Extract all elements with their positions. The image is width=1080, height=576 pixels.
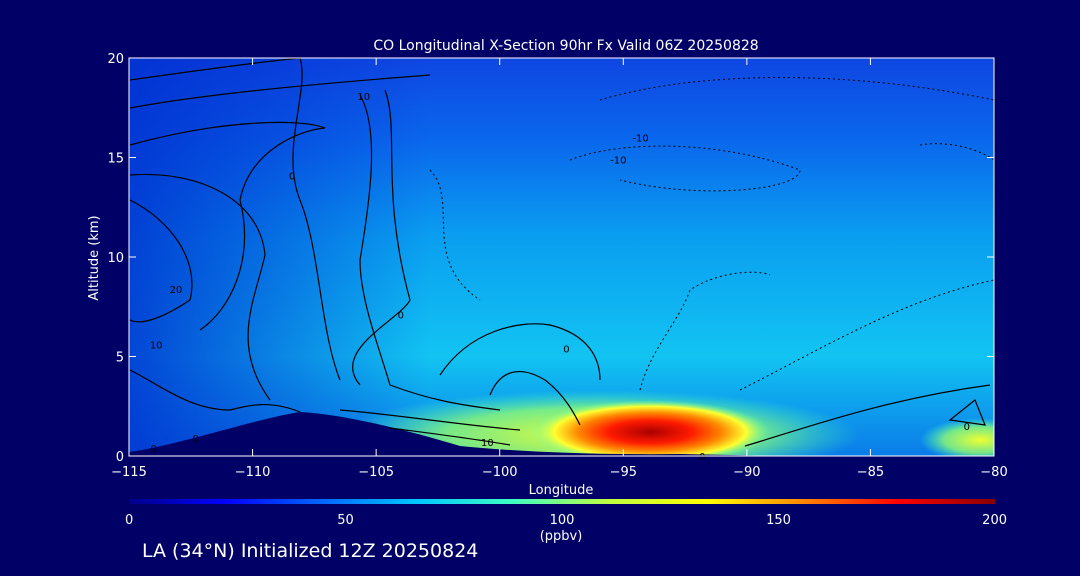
colorbar-tick-label: 150 bbox=[766, 513, 791, 528]
contour-label: -10 bbox=[610, 155, 626, 166]
colorbar-tick-label: 200 bbox=[982, 513, 1007, 528]
x-tick-label: −95 bbox=[610, 465, 637, 480]
y-tick-label: 20 bbox=[107, 52, 124, 67]
heatmap-field bbox=[129, 58, 994, 456]
heatmap-hot-spot bbox=[530, 400, 770, 456]
contour-label: -10 bbox=[632, 134, 648, 145]
x-tick-label: −80 bbox=[980, 465, 1007, 480]
x-tick-label: −105 bbox=[358, 465, 394, 480]
contour-label: 0 bbox=[151, 444, 157, 455]
colorbar-tick-label: 0 bbox=[125, 513, 133, 528]
heatmap-warm-edge bbox=[920, 418, 994, 456]
contour-labels: 0 0 0 0 0 0 0 10 10 10 20 -10 -10 bbox=[150, 92, 970, 463]
contour-label: 10 bbox=[150, 341, 163, 352]
x-tick-label: −115 bbox=[111, 465, 147, 480]
contour-label: 0 bbox=[289, 171, 295, 182]
contours-solid bbox=[129, 58, 991, 447]
colorbar-tick-label: 50 bbox=[337, 513, 354, 528]
contour-label: 0 bbox=[193, 434, 199, 445]
colorbar bbox=[129, 499, 995, 504]
footer-caption: LA (34°N) Initialized 12Z 20250824 bbox=[142, 540, 479, 562]
heatmap-low-region bbox=[129, 58, 429, 456]
contour-label: 10 bbox=[357, 92, 370, 103]
colorbar-ticks: 0 50 100 150 200 bbox=[125, 513, 1007, 528]
contour-label: 10 bbox=[481, 438, 494, 449]
contour-label: 0 bbox=[563, 345, 569, 356]
contour-label: 0 bbox=[398, 311, 404, 322]
y-tick-label: 0 bbox=[116, 450, 124, 465]
terrain-mask bbox=[129, 412, 785, 456]
x-axis: −115 −110 −105 −100 −95 −90 −85 −80 bbox=[111, 58, 1008, 480]
x-tick-label: −85 bbox=[857, 465, 884, 480]
contour-label: 0 bbox=[699, 452, 705, 463]
x-axis-label: Longitude bbox=[529, 483, 594, 498]
y-tick-label: 5 bbox=[116, 351, 124, 366]
y-axis-label: Altitude (km) bbox=[87, 215, 102, 300]
x-tick-label: −100 bbox=[482, 465, 518, 480]
colorbar-unit: (ppbv) bbox=[540, 529, 583, 544]
chart-title: CO Longitudinal X-Section 90hr Fx Valid … bbox=[373, 38, 758, 54]
x-tick-label: −110 bbox=[235, 465, 271, 480]
y-tick-label: 15 bbox=[107, 152, 124, 167]
y-axis: 0 5 10 15 20 bbox=[107, 52, 994, 465]
colorbar-tick-label: 100 bbox=[550, 513, 575, 528]
x-tick-label: −90 bbox=[733, 465, 760, 480]
contour-label: 20 bbox=[170, 285, 183, 296]
y-tick-label: 10 bbox=[107, 251, 124, 266]
contour-label: 0 bbox=[964, 422, 970, 433]
